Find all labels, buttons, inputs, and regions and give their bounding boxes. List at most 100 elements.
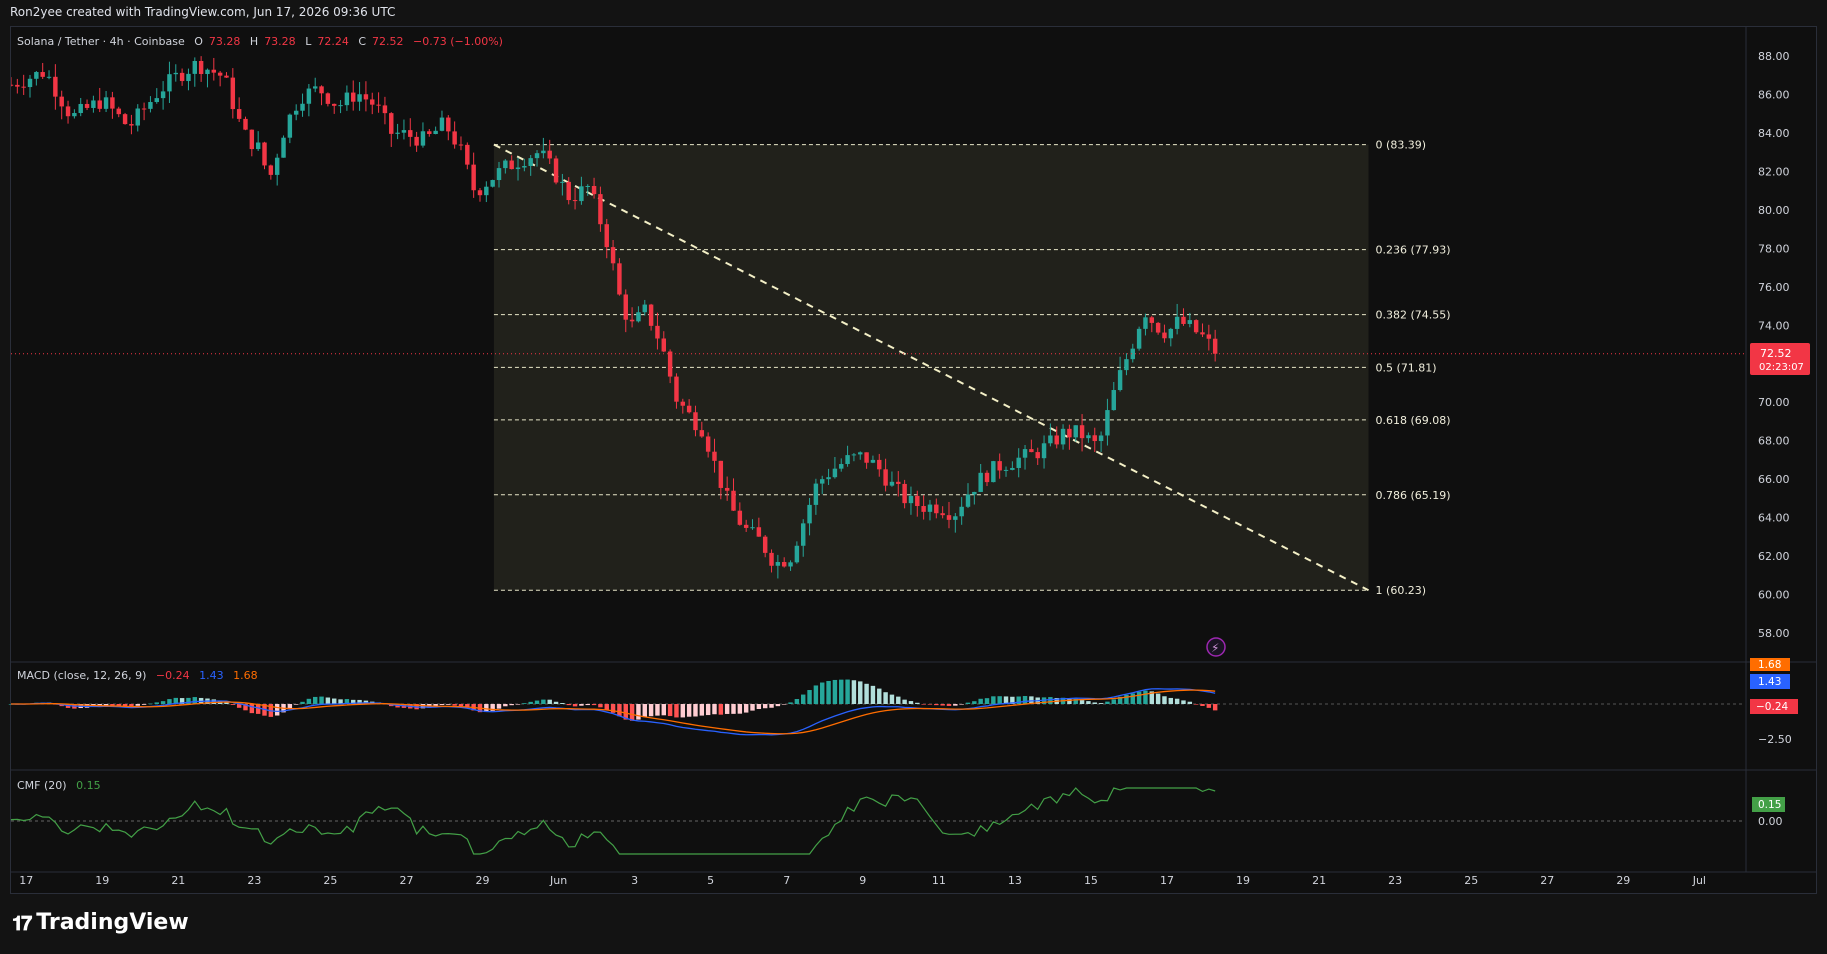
cmf-badge-value: 0.15 [1758,799,1781,811]
candle-body [655,325,660,339]
macd-hist-bar [129,704,134,708]
lightning-alert-icon[interactable] [1206,637,1226,657]
macd-hist-bar [1117,696,1123,704]
macd-hist-bar [515,704,521,705]
bar-countdown: 02:23:07 [1759,362,1804,373]
candle-body [363,94,369,100]
macd-hist-bar [160,701,166,704]
time-axis[interactable]: 17 19 21 23 25 27 29 Jun 3 5 7 9 11 13 15 17 19 21 23 25 27 2… [19,874,1706,887]
tradingview-wordmark: TradingView [36,910,189,935]
candle-body [395,132,400,134]
candle-body [179,72,185,82]
candle-body [141,108,147,110]
last-price-value: 72.52 [1760,347,1792,360]
candle-body [1022,449,1028,458]
candle-body [281,137,286,158]
macd-hist-bar [661,704,667,716]
macd-hist-bar [788,702,793,704]
fib-level-label: 0.236 (77.93) [1376,244,1451,257]
candle-body [769,552,774,566]
macd-legend-hist: −0.24 [155,669,190,682]
macd-hist-bar [655,704,660,716]
candle-body [471,164,476,191]
time-tick-label: Jul [1692,874,1706,887]
price-axis[interactable]: 58.0060.0062.0064.0066.0068.0070.0072.00… [1758,50,1790,640]
candle-body [255,142,261,150]
hist-badge [1750,699,1798,714]
macd-hist-bar [972,701,977,704]
candle-body [889,481,895,486]
macd-hist-bar [211,699,217,704]
candle-body [921,506,926,512]
macd-hist-bar [1206,704,1212,708]
candle-body [896,481,901,484]
tradingview-logo[interactable]: 𝟏𝟕 TradingView [12,910,189,935]
candle-body [477,190,483,196]
candle-body [1130,348,1135,360]
macd-hist-bar [877,688,882,704]
time-tick-label: 13 [1008,874,1022,887]
macd-hist-bar [553,701,559,704]
macd-hist-bar [718,704,724,715]
candle-body [1073,425,1078,438]
candle-body [490,180,495,187]
macd-hist-bar [484,704,489,713]
macd-legend[interactable]: MACD (close, 12, 26, 9) −0.24 1.43 1.68 [17,669,264,682]
time-tick-label: 9 [859,874,866,887]
candle-body [674,376,679,402]
macd-hist-bar [560,702,565,704]
macd-hist-bar [845,679,850,704]
time-tick-label: 17 [1160,874,1174,887]
price-tick-label: 84.00 [1758,127,1790,140]
price-tick-label: 76.00 [1758,281,1790,294]
candle-body [1200,332,1205,335]
ohlc-values: O 73.28 H 73.28 L 72.24 C 72.52 −0.73 (−1.00… [194,35,503,48]
candle-body [167,74,172,92]
price-tick-label: 82.00 [1758,165,1790,178]
candle-body [230,77,236,110]
candle-body [129,124,134,126]
candle-body [617,263,622,295]
candle-body [40,72,45,77]
candle-body [553,158,559,183]
candle-body [693,412,698,431]
macd-hist-bar [1174,698,1180,704]
macd-hist-bar [547,699,552,704]
candle-body [236,109,242,119]
price-tick-label: 60.00 [1758,589,1790,602]
candle-body [53,76,58,97]
macd-hist-bar [503,704,508,707]
candle-body [908,495,914,504]
cmf-legend[interactable]: CMF (20) 0.15 [17,779,107,792]
candle-body [566,181,571,201]
macd-hist-bar [781,704,787,705]
candle-body [439,117,445,131]
cmf-line [10,787,1216,855]
fib-level-label: 0.618 (69.08) [1376,414,1451,427]
macd-hist-bar [122,704,128,707]
macd-hist-bar [230,704,236,705]
candle-body [21,86,26,88]
macd-hist-bar [1130,693,1135,704]
time-tick-label: 11 [932,874,946,887]
candle-body [217,72,223,76]
candle-body [845,455,850,465]
candle-body [116,108,121,115]
cmf-legend-name: CMF (20) [17,779,67,792]
macd-hist-bar [991,696,996,704]
candle-body [97,100,102,109]
candle-body [547,150,552,159]
candle-body [598,194,603,225]
candle-body [160,91,166,99]
candle-body [953,516,958,520]
candle-body [1206,334,1212,339]
macd-hist-bar [1067,698,1072,704]
lightning-glyph: ⚡ [1211,641,1219,655]
macd-hist-bar [579,704,584,706]
main-legend[interactable]: Solana / Tether · 4h · Coinbase O 73.28 H… [17,35,515,48]
macd-hist-bar [351,699,356,704]
macd-hist-bar [604,704,609,711]
macd-hist-bar [1010,696,1015,704]
candle-body [300,103,305,111]
